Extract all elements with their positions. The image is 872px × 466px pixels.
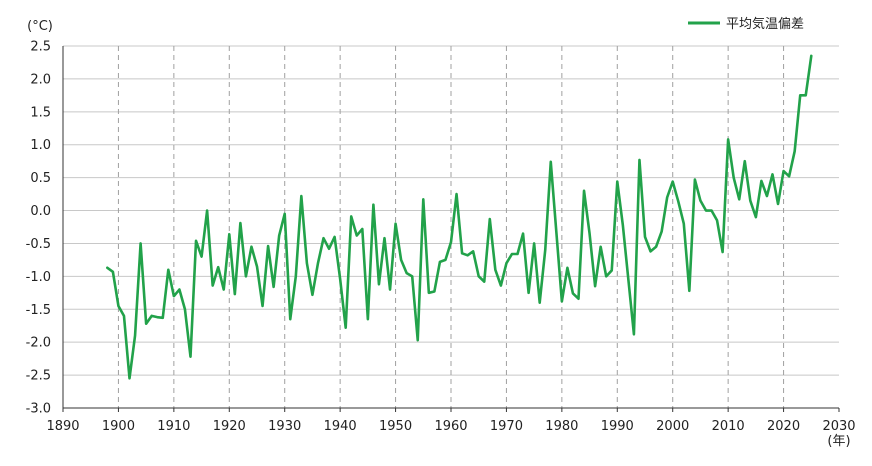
x-axis-unit-label: (年) xyxy=(827,434,850,449)
x-tick-label: 1920 xyxy=(213,419,246,434)
y-tick-label: -1.5 xyxy=(26,303,51,318)
legend: 平均気温偏差 xyxy=(688,16,804,32)
x-tick-label: 1910 xyxy=(157,419,190,434)
axes xyxy=(62,46,840,412)
tick-labels: 2.5 2.0 1.5 1.0 0.5 0.0 -0.5 -1.0 -1.5 -2.0 -2.5 -3… xyxy=(26,40,856,435)
y-tick-label: 0.0 xyxy=(30,204,51,219)
y-tick-label: -2.5 xyxy=(26,369,51,384)
x-tick-label: 2020 xyxy=(767,419,800,434)
y-tick-label: 1.5 xyxy=(30,105,51,120)
x-tick-label: 1970 xyxy=(490,419,523,434)
y-tick-label: -2.0 xyxy=(26,336,51,351)
x-tick-label: 1940 xyxy=(324,419,357,434)
x-tick-label: 1990 xyxy=(601,419,634,434)
y-tick-label: 1.0 xyxy=(30,138,51,153)
y-tick-label: -3.0 xyxy=(26,402,51,417)
grid xyxy=(63,45,839,408)
y-tick-label: 2.0 xyxy=(30,72,51,87)
y-tick-label: 0.5 xyxy=(30,171,51,186)
x-tick-label: 2000 xyxy=(656,419,689,434)
series-layer xyxy=(106,54,813,380)
series-line-temperature-anomaly xyxy=(106,54,813,380)
y-axis-unit-label: (°C) xyxy=(27,19,53,34)
legend-label: 平均気温偏差 xyxy=(726,16,804,32)
x-tick-label: 2030 xyxy=(822,419,855,434)
x-tick-label: 1950 xyxy=(379,419,412,434)
x-tick-label: 1980 xyxy=(545,419,578,434)
x-tick-label: 1930 xyxy=(268,419,301,434)
x-tick-label: 1890 xyxy=(46,419,79,434)
x-tick-label: 2010 xyxy=(712,419,745,434)
y-tick-label: -1.0 xyxy=(26,270,51,285)
x-tick-label: 1900 xyxy=(102,419,135,434)
y-tick-label: 2.5 xyxy=(30,40,51,55)
x-tick-label: 1960 xyxy=(434,419,467,434)
y-tick-label: -0.5 xyxy=(26,237,51,252)
